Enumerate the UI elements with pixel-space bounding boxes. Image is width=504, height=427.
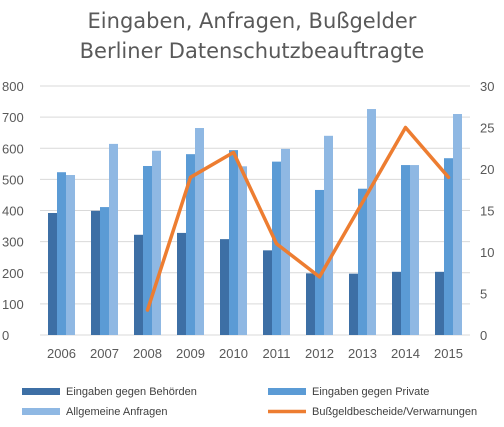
legend-swatch [22, 408, 60, 415]
bar-2-2012 [315, 189, 324, 335]
chart-title: Eingaben, Anfragen, Bußgelder [88, 9, 417, 33]
legend-item: Allgemeine Anfragen [22, 406, 168, 418]
bar-2-2006 [57, 172, 66, 335]
line-series [145, 125, 451, 312]
x-tick-label: 2008 [133, 346, 162, 361]
y-axis-left: 0 100 200 300 400 500 600 700 800 [2, 79, 24, 343]
bar-1-2008 [134, 234, 143, 335]
x-tick-label: 2007 [90, 346, 119, 361]
x-tick-label: 2014 [391, 346, 420, 361]
bar-2-2014 [401, 165, 410, 335]
bar-1-2011 [263, 250, 272, 335]
chart-subtitle: Berliner Datenschutzbeauftragte [80, 39, 425, 63]
bar-3-2014 [410, 165, 419, 335]
x-tick-label: 2010 [219, 346, 248, 361]
x-tick-label: 2012 [305, 346, 334, 361]
y-right-tick-label: 20 [480, 162, 494, 177]
bar-1-2015 [435, 271, 444, 335]
x-tick-label: 2015 [434, 346, 463, 361]
bar-3-2012 [324, 135, 333, 335]
y-left-tick-label: 500 [2, 172, 24, 187]
bar-2-2013 [358, 188, 367, 335]
legend-swatch [22, 388, 60, 395]
y-right-tick-label: 5 [480, 287, 487, 302]
bar-3-2009 [195, 128, 204, 335]
y-left-tick-label: 800 [2, 79, 24, 94]
y-right-tick-label: 25 [480, 121, 494, 136]
y-right-tick-label: 15 [480, 204, 494, 219]
y-left-tick-label: 700 [2, 110, 24, 125]
bar-3-2007 [109, 143, 118, 335]
x-tick-label: 2011 [263, 346, 291, 361]
y-axis-right: 0 5 10 15 20 25 30 [480, 79, 494, 343]
bar-1-2006 [48, 212, 57, 335]
bars [48, 109, 462, 335]
bar-1-2010 [220, 239, 229, 335]
bar-3-2010 [238, 166, 247, 335]
bar-1-2014 [392, 271, 401, 335]
y-left-tick-label: 200 [2, 266, 24, 281]
y-left-tick-label: 100 [2, 297, 24, 312]
legend-label: Eingaben gegen Private [312, 386, 429, 398]
bar-3-2013 [367, 109, 376, 335]
legend-label: Allgemeine Anfragen [66, 406, 168, 418]
line-bussgeld [145, 125, 451, 312]
bar-1-2009 [177, 232, 186, 335]
x-axis: 2006 2007 2008 2009 2010 2011 2012 2013 2014 2015 [47, 346, 463, 361]
x-tick-label: 2009 [176, 346, 205, 361]
bar-1-2013 [349, 273, 358, 335]
bar-2-2010 [229, 150, 238, 335]
bar-2-2007 [100, 207, 109, 335]
bar-3-2008 [152, 150, 161, 335]
y-right-tick-label: 0 [480, 328, 487, 343]
x-tick-label: 2006 [47, 346, 76, 361]
legend-item: Bußgeldbescheide/Verwarnungen [268, 406, 477, 418]
x-tick-label: 2013 [348, 346, 377, 361]
y-left-tick-label: 300 [2, 235, 24, 250]
bar-3-2006 [66, 175, 75, 335]
legend-item: Eingaben gegen Private [268, 386, 429, 398]
y-left-tick-label: 600 [2, 141, 24, 156]
bar-3-2015 [453, 114, 462, 335]
legend-swatch [268, 388, 306, 395]
legend-label: Bußgeldbescheide/Verwarnungen [312, 406, 477, 418]
bar-2-2009 [186, 154, 195, 335]
bar-1-2012 [306, 273, 315, 335]
bar-2-2011 [272, 161, 281, 335]
bar-1-2007 [91, 210, 100, 335]
legend-label: Eingaben gegen Behörden [66, 386, 197, 398]
bar-2-2015 [444, 158, 453, 335]
bar-2-2008 [143, 165, 152, 335]
y-left-tick-label: 0 [2, 328, 9, 343]
y-right-tick-label: 10 [480, 245, 494, 260]
y-left-tick-label: 400 [2, 204, 24, 219]
y-right-tick-label: 30 [480, 79, 494, 94]
bar-3-2011 [281, 148, 290, 335]
legend-item: Eingaben gegen Behörden [22, 386, 197, 398]
legend: Eingaben gegen Behörden Eingaben gegen Pr… [22, 386, 477, 418]
